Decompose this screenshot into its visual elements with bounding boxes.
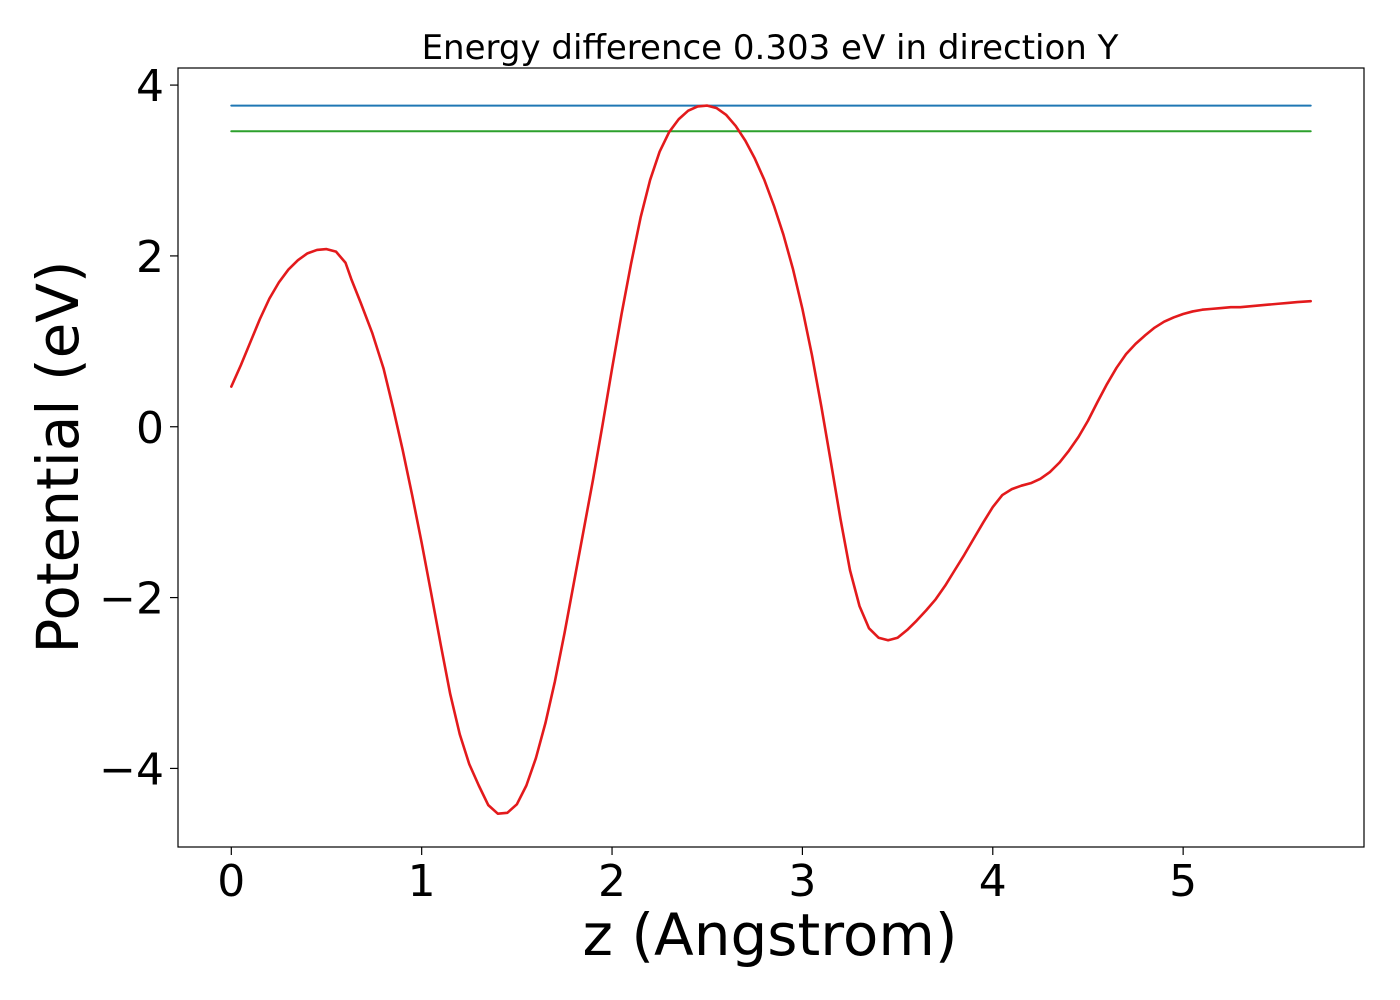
y-tick-label: −2 [99,574,164,625]
y-axis-label: Potential (eV) [24,260,92,653]
x-tick-label: 1 [408,856,436,907]
x-axis-label: z (Angstrom) [583,901,958,969]
y-tick-label: 2 [136,232,164,283]
x-tick-label: 5 [1169,856,1197,907]
plot-area [177,67,1365,848]
y-tick-label: 4 [136,61,164,112]
x-axis-ticks: 0 1 2 3 4 5 [217,847,1197,907]
x-tick-label: 2 [598,856,626,907]
x-tick-label: 3 [788,856,816,907]
series-layer [230,104,1312,815]
y-tick-label: −4 [99,744,164,795]
y-tick-label: 0 [136,403,164,454]
y-axis-ticks: 4 2 0 −2 −4 [99,61,178,795]
chart-title: Energy difference 0.303 eV in direction … [422,28,1119,68]
potential-curve-line [230,104,1312,815]
axes-frame [177,67,1365,848]
x-tick-label: 4 [979,856,1007,907]
x-tick-label: 0 [217,856,245,907]
